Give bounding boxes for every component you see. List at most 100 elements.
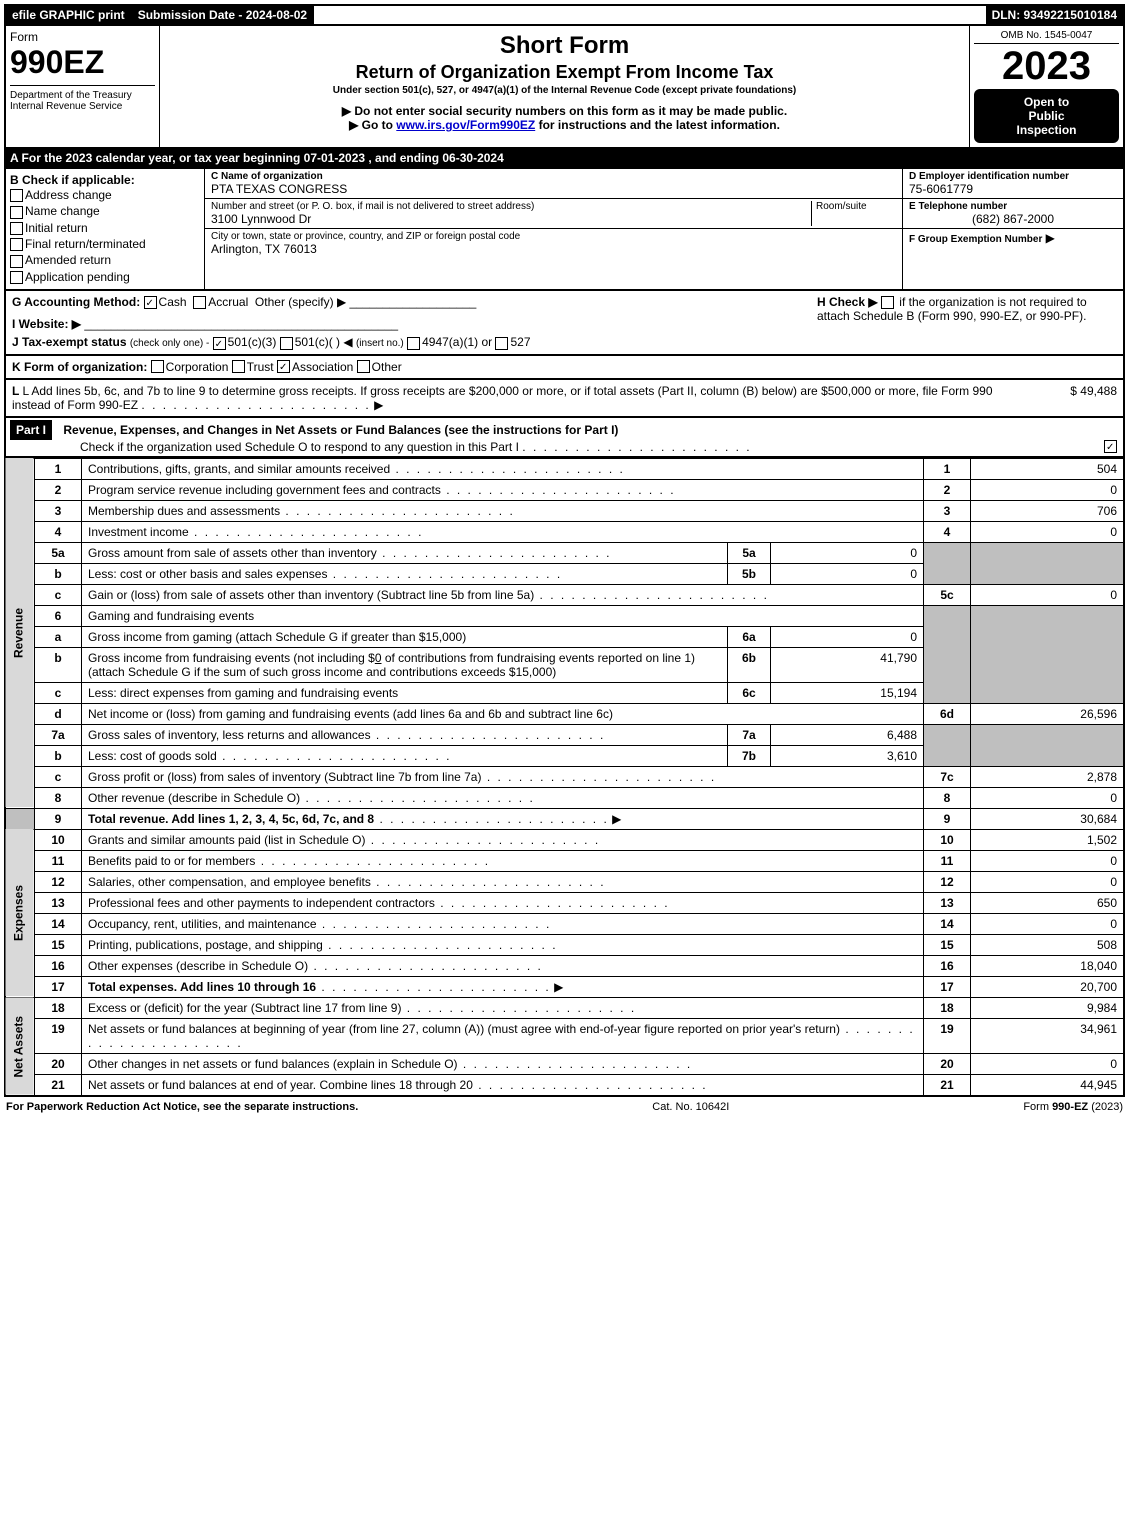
irs-label: Internal Revenue Service — [10, 101, 122, 112]
checkbox-other-org[interactable] — [357, 360, 370, 373]
footer-right: Form 990-EZ (2023) — [1023, 1101, 1123, 1113]
part1-table: Revenue 1Contributions, gifts, grants, a… — [4, 458, 1125, 1097]
info-block: B Check if applicable: Address change Na… — [4, 169, 1125, 291]
efile-print-button[interactable]: efile GRAPHIC print — [6, 6, 132, 24]
checkbox-association[interactable] — [277, 360, 290, 373]
line21-amount: 44,945 — [971, 1074, 1125, 1096]
city-value: Arlington, TX 76013 — [211, 242, 896, 256]
line13-amount: 650 — [971, 892, 1125, 913]
dept-label: Department of the Treasury — [10, 90, 132, 101]
part1-header: Part I Revenue, Expenses, and Changes in… — [4, 418, 1125, 458]
footer-cat: Cat. No. 10642I — [652, 1101, 729, 1113]
line12-amount: 0 — [971, 871, 1125, 892]
netassets-label: Net Assets — [5, 997, 35, 1096]
line7b-sub: 3,610 — [771, 745, 924, 766]
org-name: PTA TEXAS CONGRESS — [211, 182, 896, 196]
part1-title: Revenue, Expenses, and Changes in Net As… — [63, 423, 618, 437]
checkbox-527[interactable] — [495, 337, 508, 350]
line15-amount: 508 — [971, 934, 1125, 955]
line5a-sub: 0 — [771, 542, 924, 563]
checkbox-amended-return[interactable] — [10, 255, 23, 268]
checkbox-trust[interactable] — [232, 360, 245, 373]
checkbox-initial-return[interactable] — [10, 222, 23, 235]
k-block: K Form of organization: Corporation Trus… — [4, 356, 1125, 380]
line10-amount: 1,502 — [971, 829, 1125, 850]
ein-value: 75-6061779 — [909, 182, 1117, 196]
form-number: 990EZ — [10, 44, 155, 81]
checkbox-address-change[interactable] — [10, 189, 23, 202]
city-label: City or town, state or province, country… — [211, 231, 896, 242]
gh-block: G Accounting Method: Cash Accrual Other … — [4, 291, 1125, 356]
title-return: Return of Organization Exempt From Incom… — [164, 62, 965, 83]
section-a-year: A For the 2023 calendar year, or tax yea… — [4, 149, 1125, 169]
line18-amount: 9,984 — [971, 997, 1125, 1018]
line9-amount: 30,684 — [971, 808, 1125, 829]
e-phone-label: E Telephone number — [909, 201, 1117, 212]
line1-amount: 504 — [971, 458, 1125, 479]
line2-amount: 0 — [971, 479, 1125, 500]
footer-left: For Paperwork Reduction Act Notice, see … — [6, 1101, 358, 1113]
line11-amount: 0 — [971, 850, 1125, 871]
line19-amount: 34,961 — [971, 1018, 1125, 1053]
line6c-sub: 15,194 — [771, 682, 924, 703]
phone-value: (682) 867-2000 — [909, 212, 1117, 226]
page-footer: For Paperwork Reduction Act Notice, see … — [4, 1097, 1125, 1117]
revenue-label: Revenue — [5, 458, 35, 808]
line14-amount: 0 — [971, 913, 1125, 934]
checkbox-501c3[interactable] — [213, 337, 226, 350]
line5b-sub: 0 — [771, 563, 924, 584]
line5c-amount: 0 — [971, 584, 1125, 605]
line6d-amount: 26,596 — [971, 703, 1125, 724]
title-short-form: Short Form — [164, 32, 965, 60]
line7c-amount: 2,878 — [971, 766, 1125, 787]
form-word: Form — [10, 30, 155, 44]
line17-amount: 20,700 — [971, 976, 1125, 997]
warning-text: Do not enter social security numbers on … — [342, 104, 787, 118]
line6a-sub: 0 — [771, 626, 924, 647]
i-label: I Website: ▶ — [12, 317, 81, 331]
j-label: J Tax-exempt status — [12, 335, 127, 349]
line6b-sub: 41,790 — [771, 647, 924, 682]
goto-link[interactable]: www.irs.gov/Form990EZ — [396, 118, 535, 132]
h-label: H Check ▶ — [817, 295, 878, 309]
omb-number: OMB No. 1545-0047 — [974, 30, 1119, 44]
checkbox-application-pending[interactable] — [10, 271, 23, 284]
checkbox-final-return[interactable] — [10, 238, 23, 251]
checkbox-501c[interactable] — [280, 337, 293, 350]
checkbox-name-change[interactable] — [10, 206, 23, 219]
checkbox-schedule-o[interactable] — [1104, 440, 1117, 453]
room-label: Room/suite — [812, 201, 896, 226]
open-public-badge: Open to Public Inspection — [974, 89, 1119, 143]
l-block: L L Add lines 5b, 6c, and 7b to line 9 t… — [4, 380, 1125, 418]
checkbox-4947[interactable] — [407, 337, 420, 350]
checkbox-corporation[interactable] — [151, 360, 164, 373]
line3-amount: 706 — [971, 500, 1125, 521]
line20-amount: 0 — [971, 1053, 1125, 1074]
k-label: K Form of organization: — [12, 360, 147, 374]
g-label: G Accounting Method: — [12, 295, 140, 309]
f-group-label: F Group Exemption Number — [909, 234, 1042, 245]
street-value: 3100 Lynnwood Dr — [211, 212, 807, 226]
l-amount: $ 49,488 — [997, 384, 1117, 412]
form-header: Form 990EZ Department of the Treasury In… — [4, 26, 1125, 149]
part1-check-text: Check if the organization used Schedule … — [80, 440, 519, 454]
d-ein-label: D Employer identification number — [909, 171, 1117, 182]
submission-date: Submission Date - 2024-08-02 — [132, 6, 314, 24]
line7a-sub: 6,488 — [771, 724, 924, 745]
goto-pre: Go to — [362, 118, 397, 132]
goto-post: for instructions and the latest informat… — [539, 118, 780, 132]
expenses-label: Expenses — [5, 829, 35, 997]
line16-amount: 18,040 — [971, 955, 1125, 976]
subtitle: Under section 501(c), 527, or 4947(a)(1)… — [164, 85, 965, 96]
checkbox-accrual[interactable] — [193, 296, 206, 309]
street-label: Number and street (or P. O. box, if mail… — [211, 201, 807, 212]
dln: DLN: 93492215010184 — [986, 6, 1123, 24]
line8-amount: 0 — [971, 787, 1125, 808]
tax-year: 2023 — [974, 44, 1119, 89]
checkbox-cash[interactable] — [144, 296, 157, 309]
checkbox-h[interactable] — [881, 296, 894, 309]
line4-amount: 0 — [971, 521, 1125, 542]
c-name-label: C Name of organization — [211, 171, 896, 182]
block-b-label: B Check if applicable: — [10, 173, 200, 187]
top-bar: efile GRAPHIC print Submission Date - 20… — [4, 4, 1125, 26]
